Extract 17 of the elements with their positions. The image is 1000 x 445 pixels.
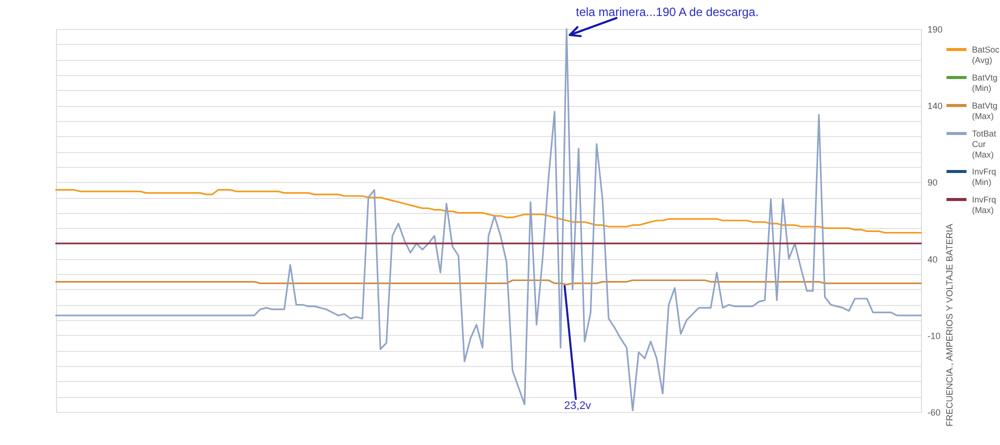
legend-label: BatVtg (Min) <box>972 72 998 93</box>
y-axis-title: FRECUENCIA., AMPERIOS Y VOLTAJE BATERIA <box>944 224 955 426</box>
y-tick-label: 190 <box>928 24 943 34</box>
y-tick-label: -60 <box>928 408 941 418</box>
line-series <box>55 189 922 234</box>
y-tick-label: 140 <box>928 101 943 112</box>
y-tick-label: 90 <box>928 178 938 188</box>
legend-label: TotBat Cur (Max) <box>972 128 997 160</box>
y-tick-label: -10 <box>928 330 941 341</box>
annotation: 23,2v <box>564 400 592 412</box>
legend-label: BatVtg (Max) <box>972 100 998 121</box>
legend-label: BatSoc (Avg) <box>972 44 1000 65</box>
text: tela marinera...190 A de descarga. <box>576 5 759 19</box>
line-series <box>55 28 922 412</box>
legend-label: InvFrq (Max) <box>972 194 996 215</box>
y-tick-label: 40 <box>928 254 938 264</box>
legend-label: InvFrq (Min) <box>972 166 996 187</box>
